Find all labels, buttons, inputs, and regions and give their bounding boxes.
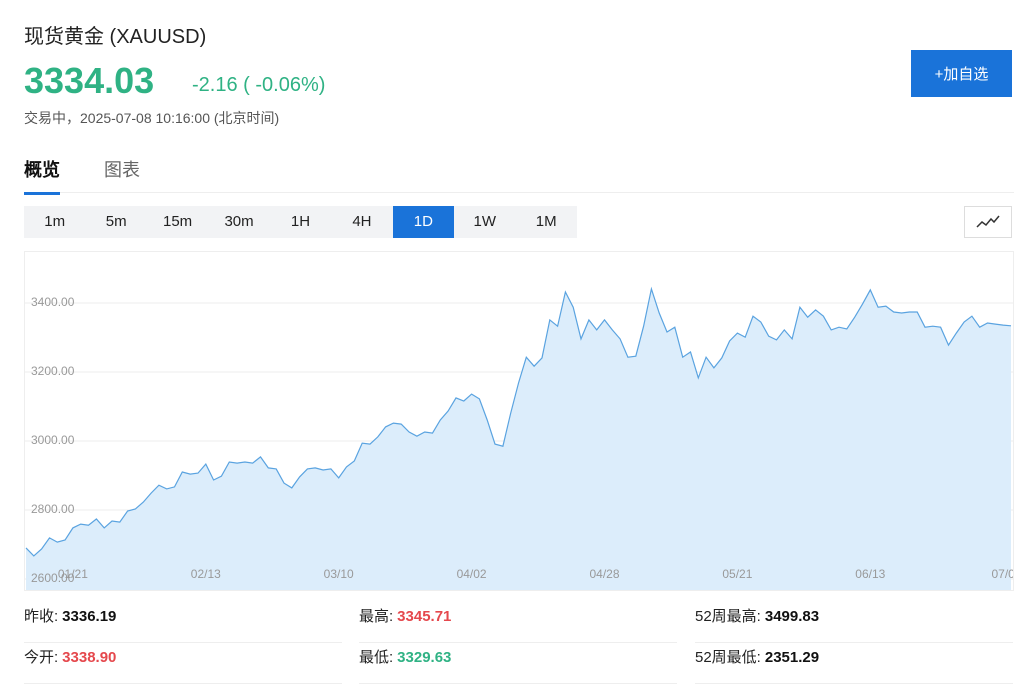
y-tick-label: 2600.00 [31, 571, 75, 585]
stat-label: 52周最高: [695, 608, 761, 625]
x-tick-label: 03/10 [324, 567, 354, 581]
x-tick-label: 05/21 [722, 567, 752, 581]
chart: 2600.00 2800.00 3000.00 3200.00 3400.00 01/21… [24, 251, 1014, 591]
stat-label: 昨收: [24, 608, 59, 625]
y-tick-label: 3200.00 [31, 364, 75, 378]
stat-value: 2351.29 [764, 649, 820, 666]
stat: 52周最低: 2351.29 [695, 643, 1013, 684]
stat: 52周最高: 3499.83 [695, 602, 1013, 643]
stat-label: 最高: [359, 608, 394, 625]
tab[interactable]: 概览 [24, 156, 60, 195]
period-button[interactable]: 1W [473, 213, 497, 230]
price: 3334.03 [24, 60, 155, 101]
title: 现货黄金 (XAUUSD) [24, 26, 207, 48]
stat-label: 最低: [359, 649, 394, 666]
stat: 昨收: 3336.19 [24, 602, 342, 643]
stat: 最高: 3345.71 [359, 602, 677, 643]
stat-value: 3338.90 [62, 649, 117, 666]
tab[interactable]: 图表 [104, 160, 140, 180]
stat: 最低: 3329.63 [359, 643, 677, 684]
x-tick-label: 07/0 [992, 567, 1014, 581]
stat: 今开: 3338.90 [24, 643, 342, 684]
period-button[interactable]: 5m [105, 213, 127, 230]
period-button[interactable]: 1D [392, 206, 455, 238]
stat-value: 3345.71 [397, 608, 452, 625]
x-tick-label: 01/21 [58, 567, 88, 581]
x-tick-label: 04/28 [589, 567, 619, 581]
period-button[interactable]: 15m [163, 213, 193, 230]
x-tick-label: 06/13 [855, 567, 885, 581]
status: 交易中，2025-07-08 10:16:00 (北京时间) [24, 110, 280, 126]
watch-button[interactable]: +加自选 [911, 50, 1012, 97]
price-line [25, 286, 1012, 557]
x-tick-label: 02/13 [191, 567, 221, 581]
chart-type-button[interactable] [964, 206, 1012, 238]
change: -2.16 ( -0.06%) [192, 74, 326, 96]
period-button[interactable]: 4H [352, 213, 372, 230]
stat-value: 3329.63 [397, 649, 452, 666]
y-tick-label: 3400.00 [31, 295, 75, 309]
area-fill [26, 288, 1011, 590]
y-tick-label: 2800.00 [31, 502, 75, 516]
stat-label: 52周最低: [695, 649, 761, 666]
stat-value: 3336.19 [62, 608, 117, 625]
stat-value: 3499.83 [764, 608, 820, 625]
period-button[interactable]: 1M [535, 213, 557, 230]
period-button[interactable]: 30m [224, 213, 254, 230]
y-tick-label: 3000.00 [31, 433, 75, 447]
stat-label: 今开: [24, 649, 59, 666]
period-button[interactable]: 1m [44, 213, 66, 230]
periods: 1m 5m 15m 30m 1H 4H 1D 1W 1M [24, 206, 577, 238]
x-tick-label: 04/02 [457, 567, 487, 581]
icon [976, 215, 1000, 228]
tabs: 概览 图表 [24, 152, 1014, 195]
period-button[interactable]: 1H [290, 213, 311, 230]
